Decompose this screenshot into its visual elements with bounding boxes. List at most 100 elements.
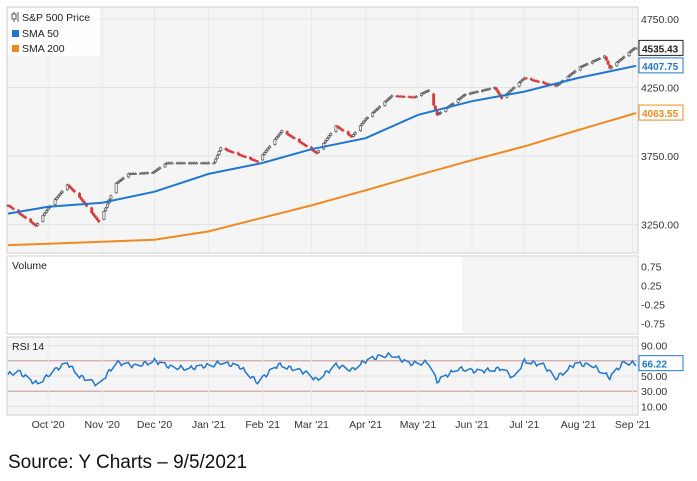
rsi-last-value-badge: 66.22	[638, 355, 684, 372]
x-tick-label: Feb '21	[245, 419, 280, 431]
price-candle-body	[358, 125, 362, 132]
price-candle-body	[324, 140, 327, 144]
price-candle-body	[435, 110, 439, 116]
price-candle-body	[104, 207, 108, 212]
volume-y-tick-label: 0.25	[641, 281, 662, 293]
price-last-value-badge-frame	[638, 39, 684, 56]
price-candle-body	[365, 117, 369, 119]
price-candle-body	[383, 101, 387, 106]
price-candle-body	[488, 88, 491, 91]
price-candle-body	[18, 212, 22, 215]
price-candle-body	[90, 207, 94, 214]
price-candle-body	[573, 70, 577, 73]
price-candle-body	[212, 162, 216, 165]
price-candle-body	[510, 88, 514, 91]
price-candle-body	[292, 137, 296, 139]
price-candle-body	[114, 183, 118, 194]
price-candle-body	[556, 84, 559, 87]
price-candle-body	[236, 152, 240, 155]
x-tick-label: Aug '21	[561, 419, 596, 431]
price-candle-body	[119, 178, 123, 181]
price-candle-body	[317, 150, 320, 154]
price-candle-body	[627, 52, 631, 57]
rsi-line	[7, 351, 637, 387]
price-candle-body	[414, 95, 418, 98]
price-candle-body	[297, 138, 301, 143]
price-candle-body	[217, 151, 221, 155]
price-candle-body	[29, 218, 33, 223]
price-y-tick-label: 3750.00	[641, 151, 679, 163]
price-candle-body	[374, 109, 378, 112]
price-candle-body	[109, 195, 113, 200]
rsi-panel-title: RSI 14	[12, 341, 44, 353]
volume-y-tick-label: -0.25	[641, 300, 665, 312]
price-candle-body	[426, 89, 430, 92]
price-candle-body	[121, 177, 125, 180]
price-candle-body	[102, 211, 106, 220]
price-candle-body	[67, 184, 71, 187]
x-tick-label: Mar '21	[294, 419, 329, 431]
price-candle-body	[631, 49, 634, 52]
price-candle-body	[268, 145, 272, 149]
volume-y-tick-label: -0.75	[641, 319, 665, 331]
price-candle-body	[231, 151, 235, 154]
price-candle-body	[615, 62, 619, 67]
price-candle-body	[55, 197, 59, 200]
price-candle-body	[156, 168, 160, 171]
price-candle-body	[151, 172, 155, 174]
price-candle-body	[146, 172, 150, 175]
price-candle-body	[78, 192, 81, 198]
price-candle-body	[568, 74, 572, 77]
price-candle-body	[105, 203, 109, 208]
price-candle-body	[194, 162, 198, 165]
price-candle-body	[536, 80, 540, 83]
price-candle-body	[126, 173, 130, 178]
price-candle-body	[336, 125, 340, 128]
price-candle-body	[133, 173, 137, 175]
price-candle-body	[604, 56, 608, 61]
price-candle-body	[285, 131, 289, 135]
price-candle-body	[313, 150, 317, 153]
price-candle-body	[461, 95, 465, 97]
price-value-badges: 4535.43 4407.75 4063.55	[638, 39, 684, 121]
rsi-y-tick-label: 90.00	[641, 341, 667, 353]
sma-200-line	[7, 112, 637, 247]
price-candle-body	[620, 57, 624, 60]
price-y-tick-label: 3250.00	[641, 220, 679, 232]
x-tick-label: Sep '21	[615, 419, 650, 431]
price-candle-body	[519, 80, 523, 83]
price-candle-body	[219, 147, 223, 151]
price-candle-body	[578, 66, 582, 71]
source-caption: Source: Y Charts – 9/5/2021	[8, 452, 248, 473]
price-candle-body	[456, 99, 460, 103]
price-candle-body	[597, 57, 601, 60]
price-panel-frame	[6, 6, 639, 254]
price-candle-body	[337, 127, 341, 129]
price-candle-body	[43, 212, 47, 216]
price-candle-body	[249, 157, 252, 160]
price-candle-body	[36, 223, 40, 226]
price-candle-body	[182, 162, 186, 165]
x-tick-label: Apr '21	[349, 419, 382, 431]
sma-50-line	[7, 64, 637, 215]
price-candle-body	[451, 103, 455, 105]
price-candle-body	[521, 79, 525, 82]
price-candle-body	[378, 106, 382, 109]
price-candle-body	[364, 118, 368, 122]
price-candle-body	[617, 60, 621, 63]
x-tick-label: Jan '21	[192, 419, 226, 431]
price-candle-body	[460, 96, 464, 99]
price-candle-body	[590, 61, 594, 64]
price-candle-body	[58, 192, 62, 196]
price-candle-body	[360, 123, 364, 126]
x-tick-label: May '21	[400, 419, 437, 431]
price-candle-body	[571, 72, 575, 74]
rsi-value-badge: 66.22	[638, 355, 684, 372]
price-candle-body	[618, 59, 622, 62]
price-candle-body	[437, 113, 441, 115]
price-candle-body	[585, 63, 589, 66]
legend-label-sma200: SMA 200	[22, 43, 65, 55]
price-candle-body	[606, 60, 610, 65]
price-candle-body	[507, 91, 511, 94]
price-candle-body	[610, 66, 614, 69]
